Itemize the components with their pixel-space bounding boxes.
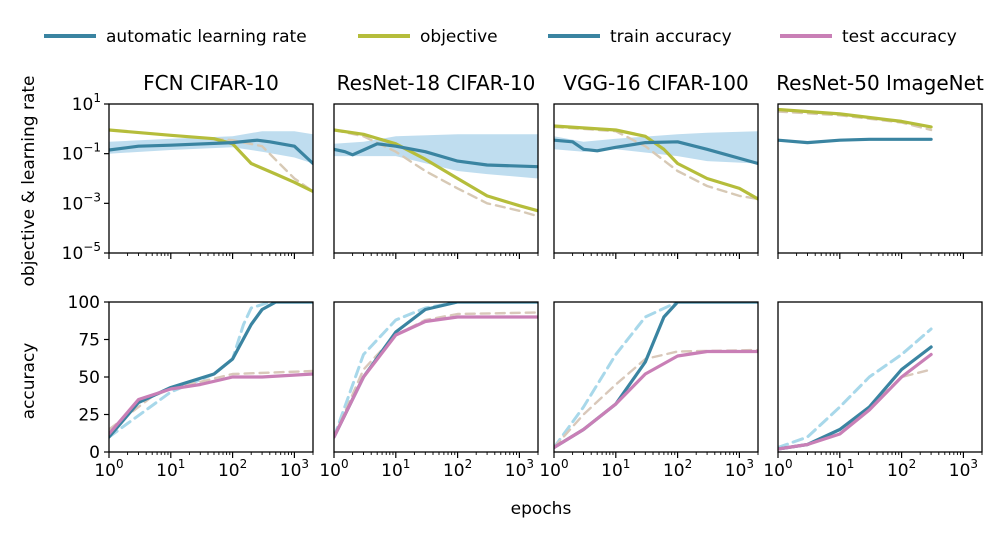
y-tick-label: 10−3: [62, 190, 101, 214]
lr-line: [554, 138, 758, 166]
x-tick-label: 101: [825, 457, 854, 481]
top-plot: [334, 128, 538, 218]
test-line: [554, 349, 758, 450]
y-tick-label: 50: [78, 368, 100, 388]
panels: FCN CIFAR-10 101 10−1 10−3 10−5 0 25 50 75 100 100…: [62, 71, 984, 481]
bottom-plot: [778, 327, 933, 451]
panel-title: ResNet-50 ImageNet: [776, 71, 984, 95]
x-tick-label: 103: [725, 457, 754, 481]
top-frame: [553, 103, 759, 254]
x-tick-label: 101: [601, 457, 630, 481]
x-tick-label: 103: [949, 457, 978, 481]
panel: VGG-16 CIFAR-100 100 101 102 103: [539, 71, 759, 481]
bottom-plot: [109, 302, 313, 439]
x-tick-label: 102: [663, 457, 692, 481]
panel: FCN CIFAR-10 101 10−1 10−3 10−5 0 25 50 75 100 100…: [62, 71, 314, 481]
test-line: [778, 352, 933, 451]
bottom-frame: [553, 301, 759, 453]
test-baseline-line: [778, 368, 933, 451]
objective-line: [554, 124, 758, 201]
top-ylabel: objective & learning rate: [19, 76, 39, 287]
bottom-ylabel: accuracy: [19, 343, 39, 420]
train-baseline-line: [334, 302, 538, 439]
panel: ResNet-50 ImageNet 100 101 102 103: [763, 71, 984, 481]
y-tick-label: 101: [72, 91, 101, 115]
x-tick-label: 102: [443, 457, 472, 481]
objective-baseline-line: [334, 128, 538, 218]
panel: ResNet-18 CIFAR-10 100 101 102 103: [319, 71, 539, 481]
panel-title: VGG-16 CIFAR-100: [563, 71, 748, 95]
legend-label: test accuracy: [842, 27, 957, 47]
x-tick-label: 103: [280, 457, 309, 481]
top-frame: [777, 103, 983, 254]
y-tick-label: 100: [68, 293, 100, 313]
objective-line: [778, 107, 933, 129]
x-tick-label: 101: [156, 457, 185, 481]
legend-label: train accuracy: [610, 27, 732, 47]
y-tick-label: 75: [78, 331, 100, 351]
x-tick-label: 100: [94, 457, 123, 481]
bottom-frame: [333, 301, 539, 453]
x-tick-label: 102: [218, 457, 247, 481]
y-tick-label: 10−5: [62, 240, 101, 264]
test-baseline-line: [554, 348, 758, 449]
y-tick-label: 0: [89, 443, 100, 463]
x-tick-label: 100: [763, 457, 792, 481]
x-tick-label: 102: [887, 457, 916, 481]
x-tick-label: 100: [539, 457, 568, 481]
train-baseline-line: [109, 302, 313, 439]
x-tick-label: 103: [505, 457, 534, 481]
legend-label: objective: [420, 27, 498, 47]
test-line: [334, 315, 538, 439]
xlabel: epochs: [511, 499, 572, 519]
lr-line: [334, 142, 538, 169]
objective-line: [334, 128, 538, 213]
y-tick-label: 10−1: [62, 141, 101, 165]
test-line: [109, 372, 313, 436]
x-tick-label: 101: [381, 457, 410, 481]
lr-line: [778, 137, 933, 145]
top-plot: [109, 128, 313, 194]
legend: automatic learning rate objective train ac…: [44, 27, 957, 47]
x-tick-label: 100: [319, 457, 348, 481]
train-line: [109, 302, 313, 439]
bottom-plot: [334, 302, 538, 439]
train-baseline-line: [554, 302, 758, 449]
bottom-plot: [554, 302, 758, 450]
panel-title: ResNet-18 CIFAR-10: [337, 71, 536, 95]
panel-title: FCN CIFAR-10: [143, 71, 279, 95]
bottom-frame: [777, 301, 983, 453]
top-frame: [333, 103, 539, 254]
y-tick-label: 25: [78, 406, 100, 426]
objective-line: [109, 128, 313, 194]
top-plot: [554, 124, 758, 201]
lr-band: [554, 131, 758, 164]
top-plot: [778, 107, 933, 145]
top-frame: [108, 103, 314, 254]
legend-label: automatic learning rate: [106, 27, 307, 47]
train-line: [778, 345, 933, 451]
lr-line: [109, 138, 313, 166]
train-baseline-line: [778, 327, 933, 449]
train-line: [554, 302, 758, 450]
